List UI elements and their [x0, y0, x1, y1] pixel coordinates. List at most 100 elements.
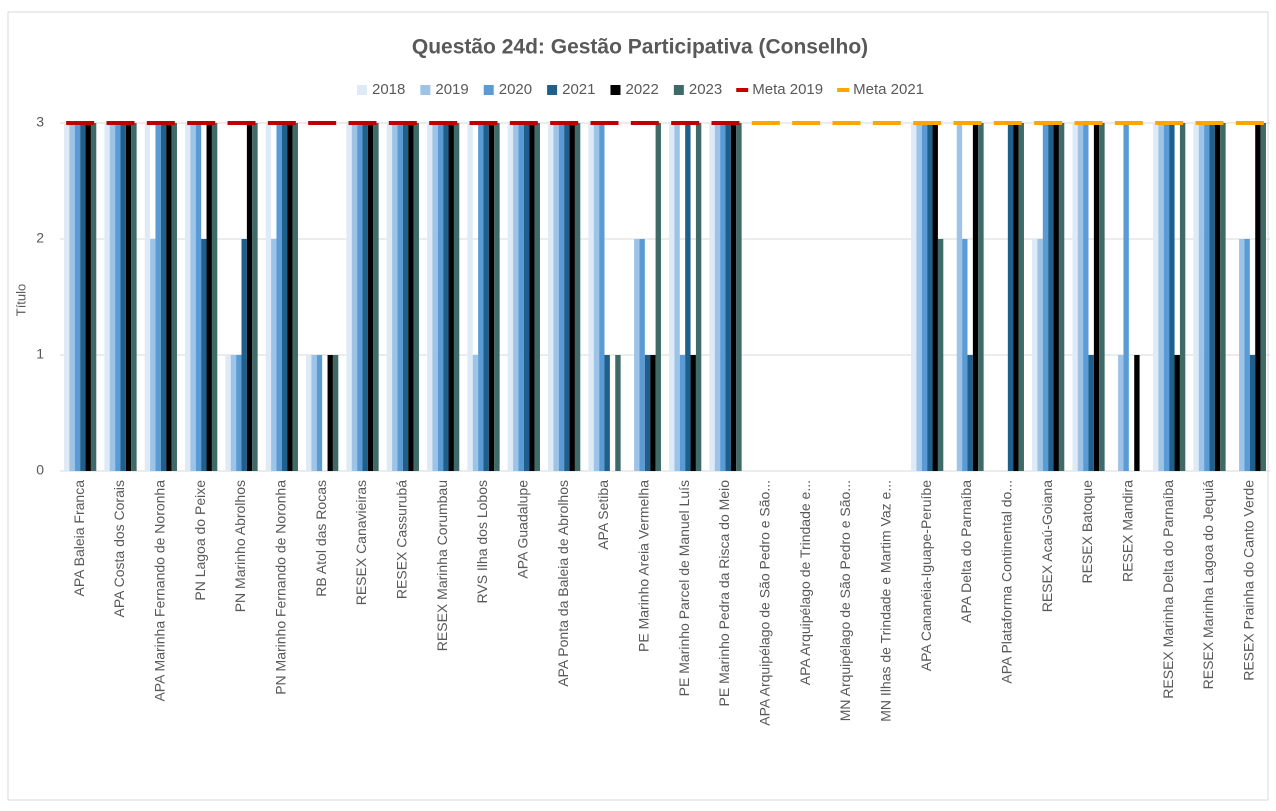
- bar: [1153, 123, 1159, 471]
- x-tick-label: RESEX Acaú-Goiana: [1039, 480, 1055, 613]
- bar: [548, 123, 554, 471]
- bar: [225, 355, 231, 471]
- bar: [69, 123, 75, 471]
- bar: [967, 355, 973, 471]
- bar: [150, 239, 156, 471]
- bar: [972, 123, 979, 471]
- bar: [120, 123, 126, 471]
- bar: [104, 123, 110, 471]
- x-tick-label: APA Marinha Fernando de Noronha: [152, 480, 168, 702]
- bar: [1118, 355, 1124, 471]
- bar: [236, 355, 242, 471]
- bar: [488, 123, 495, 471]
- legend-swatch: [547, 85, 558, 95]
- bar: [292, 123, 298, 471]
- bar: [190, 123, 196, 471]
- bar: [709, 123, 715, 471]
- bar: [211, 123, 218, 471]
- bar: [513, 123, 519, 471]
- bar: [316, 355, 323, 471]
- bar: [1007, 123, 1014, 471]
- bar: [252, 123, 258, 471]
- bar: [956, 123, 963, 471]
- x-tick-label: PN Marinho Abrolhos: [232, 480, 248, 612]
- bar: [367, 123, 374, 471]
- bar: [1013, 123, 1019, 471]
- bar: [911, 123, 917, 471]
- x-tick-label: PN Lagoa do Peixe: [192, 480, 208, 601]
- bar: [1053, 123, 1059, 471]
- bar: [306, 355, 312, 471]
- x-tick-label: APA Arquipélago de São Pedro e São...: [757, 480, 773, 726]
- bar: [574, 123, 581, 471]
- bar: [467, 123, 473, 471]
- x-tick-label: RESEX Marinha Delta do Parnaíba: [1160, 480, 1176, 699]
- bar: [599, 123, 605, 471]
- bar: [1169, 123, 1175, 471]
- legend-label: 2023: [689, 81, 722, 98]
- bar: [679, 355, 686, 471]
- bar: [669, 123, 675, 471]
- bar: [85, 123, 91, 471]
- bar: [507, 123, 514, 471]
- bar: [978, 123, 984, 471]
- bar: [1072, 123, 1078, 471]
- bar: [195, 123, 202, 471]
- bar: [553, 123, 559, 471]
- bar: [1249, 355, 1256, 471]
- bar: [427, 123, 433, 471]
- bar: [332, 355, 339, 471]
- legend-label: 2018: [372, 81, 405, 98]
- bar: [529, 123, 535, 471]
- bar: [644, 355, 651, 471]
- x-tick-label: RESEX Marinha Lagoa do Jequiá: [1200, 480, 1216, 690]
- x-tick-label: RESEX Batoque: [1079, 480, 1095, 584]
- bar: [1037, 239, 1043, 471]
- bar: [1179, 123, 1186, 471]
- x-tick-label: RESEX Cassurubá: [394, 480, 410, 599]
- bar: [1042, 123, 1049, 471]
- bar: [115, 123, 121, 471]
- bar: [730, 123, 737, 471]
- y-tick-label: 2: [36, 230, 44, 246]
- bar: [90, 123, 97, 471]
- bar: [155, 123, 161, 471]
- legend-swatch: [356, 85, 367, 95]
- x-tick-label: MN Ilhas de Trindade e Martim Vaz e...: [878, 480, 894, 722]
- bar: [1123, 123, 1129, 471]
- bar: [736, 123, 742, 471]
- bar: [1198, 123, 1205, 471]
- bar: [346, 123, 352, 471]
- bar: [639, 239, 645, 471]
- x-tick-label: APA Ponta da Baleia de Abrolhos: [555, 480, 571, 687]
- x-tick-label: PN Marinho Fernando de Noronha: [273, 480, 289, 695]
- bar: [201, 239, 207, 471]
- x-tick-label: RVS Ilha dos Lobos: [474, 480, 490, 604]
- bar: [1134, 355, 1140, 471]
- legend-label: 2022: [625, 81, 658, 98]
- x-tick-label: APA Arquipélago de Trindade e...: [797, 480, 813, 685]
- x-tick-label: APA Guadalupe: [515, 480, 531, 579]
- legend-label: Meta 2021: [853, 81, 924, 98]
- bar: [655, 123, 661, 471]
- x-tick-label: RESEX Canavieiras: [353, 480, 369, 605]
- legend: 2018 2019 2020 2021 2022 2023 Meta 2019 Meta 20…: [356, 81, 924, 98]
- bar: [685, 123, 691, 471]
- bar: [166, 123, 172, 471]
- x-tick-label: RESEX Prainha do Canto Verde: [1241, 480, 1257, 681]
- bar: [588, 123, 594, 471]
- bar: [185, 123, 191, 471]
- bar: [357, 123, 363, 471]
- x-tick-label: APA Baleia Franca: [71, 480, 87, 597]
- bar: [246, 123, 253, 471]
- bar: [448, 123, 454, 471]
- bar: [593, 123, 600, 471]
- bar: [287, 123, 293, 471]
- legend-swatch: [483, 85, 494, 95]
- y-tick-label: 3: [36, 114, 44, 130]
- bar: [362, 123, 368, 471]
- bar: [674, 123, 680, 471]
- x-tick-label: PE Marinho Areia Vermelha: [636, 480, 652, 652]
- bar: [962, 239, 968, 471]
